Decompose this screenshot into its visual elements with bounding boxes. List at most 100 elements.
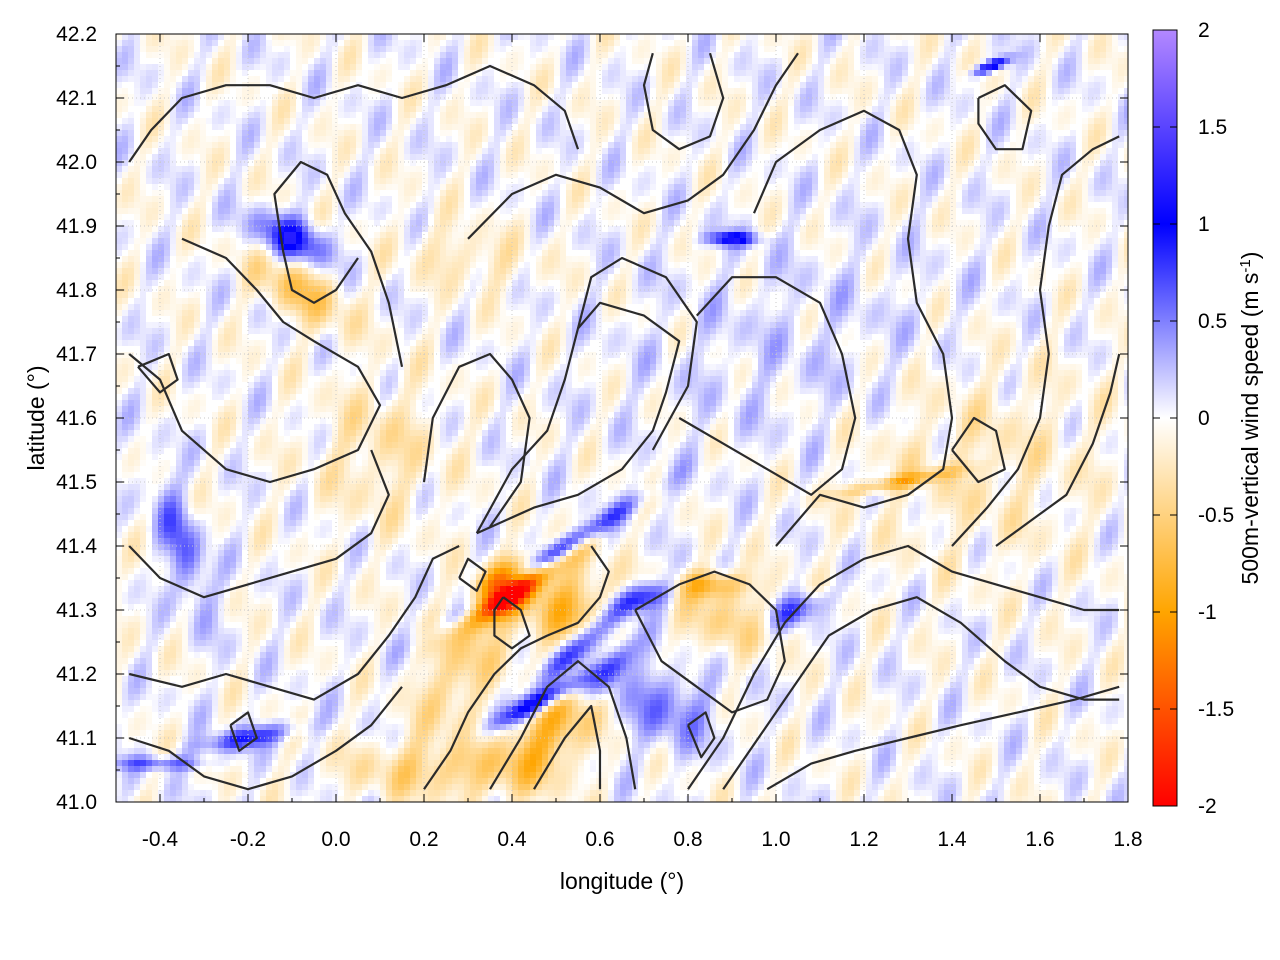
heatmap-cell [536,202,542,208]
heatmap-cell [422,70,428,76]
heatmap-cell [974,166,980,172]
heatmap-cell [470,202,476,208]
heatmap-cell [932,226,938,232]
heatmap-cell [1076,34,1082,40]
heatmap-cell [548,52,554,58]
heatmap-cell [740,148,746,154]
heatmap-cell [548,166,554,172]
heatmap-cell [1040,94,1046,100]
heatmap-cell [428,52,434,58]
heatmap-cell [398,220,404,226]
heatmap-cell [146,94,152,100]
heatmap-cell [1058,64,1064,70]
heatmap-cell [326,190,332,196]
heatmap-cell [152,136,158,142]
heatmap-cell [308,82,314,88]
heatmap-cell [968,190,974,196]
heatmap-cell [614,34,620,40]
heatmap-cell [1118,184,1124,190]
heatmap-cell [722,94,728,100]
heatmap-cell [926,70,932,76]
heatmap-cell [254,208,260,214]
heatmap-cell [722,52,728,58]
heatmap-cell [116,142,122,148]
heatmap-cell [254,136,260,142]
heatmap-cell [794,64,800,70]
heatmap-cell [668,136,674,142]
heatmap-cell [836,82,842,88]
heatmap-cell [614,160,620,166]
heatmap-cell [902,166,908,172]
heatmap-cell [776,166,782,172]
heatmap-cell [656,130,662,136]
heatmap-cell [302,118,308,124]
heatmap-cell [932,40,938,46]
heatmap-cell [770,196,776,202]
heatmap-cell [776,100,782,106]
heatmap-cell [242,94,248,100]
heatmap-cell [878,202,884,208]
heatmap-cell [434,214,440,220]
heatmap-cell [218,196,224,202]
heatmap-cell [1112,208,1118,214]
heatmap-cell [284,52,290,58]
heatmap-cell [230,64,236,70]
heatmap-cell [896,196,902,202]
heatmap-cell [536,130,542,136]
heatmap-cell [296,172,302,178]
heatmap-cell [434,70,440,76]
heatmap-cell [542,166,548,172]
heatmap-cell [968,46,974,52]
heatmap-cell [422,142,428,148]
heatmap-cell [938,82,944,88]
heatmap-cell [716,208,722,214]
heatmap-cell [128,112,134,118]
heatmap-cell [860,148,866,154]
heatmap-cell [896,130,902,136]
heatmap-cell [902,190,908,196]
heatmap-cell [248,232,254,238]
heatmap-cell [392,154,398,160]
heatmap-cell [128,46,134,52]
heatmap-cell [854,70,860,76]
heatmap-cell [482,58,488,64]
heatmap-cell [1088,142,1094,148]
heatmap-cell [212,208,218,214]
heatmap-cell [416,118,422,124]
heatmap-cell [674,172,680,178]
heatmap-cell [830,40,836,46]
heatmap-cell [836,148,842,154]
heatmap-cell [926,82,932,88]
heatmap-cell [566,34,572,40]
heatmap-cell [1010,178,1016,184]
heatmap-cell [332,208,338,214]
heatmap-cell [146,214,152,220]
heatmap-cell [344,76,350,82]
heatmap-cell [632,52,638,58]
heatmap-cell [1028,64,1034,70]
heatmap-cell [626,220,632,226]
heatmap-cell [1010,52,1016,58]
heatmap-cell [488,136,494,142]
heatmap-cell [458,220,464,226]
heatmap-cell [350,238,356,244]
heatmap-cell [494,226,500,232]
heatmap-cell [458,124,464,130]
heatmap-cell [860,118,866,124]
heatmap-cell [500,220,506,226]
heatmap-cell [590,232,596,238]
heatmap-cell [554,214,560,220]
heatmap-cell [476,214,482,220]
heatmap-cell [1088,196,1094,202]
heatmap-cell [188,136,194,142]
heatmap-cell [380,82,386,88]
heatmap-cell [1034,178,1040,184]
heatmap-cell [170,94,176,100]
heatmap-cell [194,172,200,178]
heatmap-cell [476,172,482,178]
heatmap-cell [170,130,176,136]
heatmap-cell [590,136,596,142]
heatmap-cell [296,208,302,214]
heatmap-cell [1010,172,1016,178]
heatmap-cell [1088,52,1094,58]
